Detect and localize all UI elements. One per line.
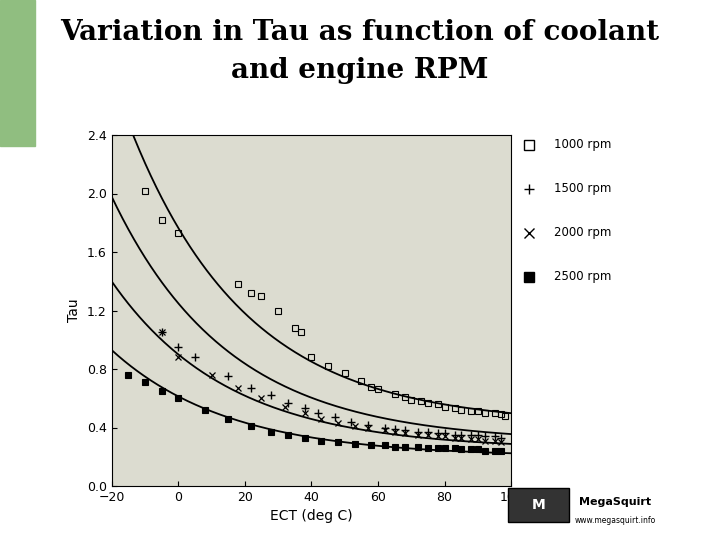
X-axis label: ECT (deg C): ECT (deg C) [270,509,353,523]
Text: M: M [531,498,545,512]
Text: www.megasquirt.info: www.megasquirt.info [575,516,655,525]
Text: Variation in Tau as function of coolant: Variation in Tau as function of coolant [60,19,660,46]
Text: and engine RPM: and engine RPM [231,57,489,84]
Text: 1500 rpm: 1500 rpm [554,183,612,195]
Text: 1000 rpm: 1000 rpm [554,138,612,152]
Bar [508,488,569,522]
Text: MegaSquirt: MegaSquirt [579,497,651,508]
Text: 2500 rpm: 2500 rpm [554,271,612,284]
Text: 2000 rpm: 2000 rpm [554,226,612,239]
Y-axis label: Tau: Tau [67,299,81,322]
